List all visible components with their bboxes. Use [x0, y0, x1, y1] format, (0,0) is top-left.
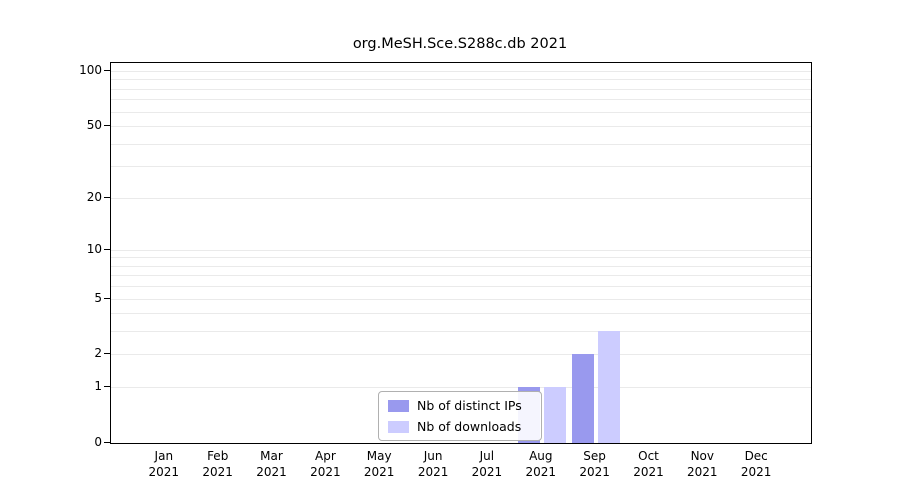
y-tick-label-1: 1	[94, 379, 102, 394]
y-tick-mark-10	[104, 248, 110, 250]
bar-downloads-sep	[597, 331, 620, 443]
y-tick-mark-0	[104, 442, 110, 443]
y-tick-label-0: 0	[94, 435, 102, 449]
gridline	[111, 387, 811, 389]
bar-distinct-ips-sep	[571, 354, 594, 443]
x-tick-label-sep: Sep 2021	[579, 449, 610, 479]
gridline	[111, 298, 811, 300]
legend-item-downloads: Nb of downloads	[388, 419, 532, 434]
gridline	[111, 286, 811, 288]
y-tick-mark-100	[104, 70, 110, 71]
gridline	[111, 126, 811, 128]
gridline	[111, 275, 811, 277]
y-tick-label-20: 20	[86, 189, 102, 204]
x-tick-label-mar: Mar 2021	[256, 449, 287, 479]
chart-title: org.MeSH.Sce.S288c.db 2021	[352, 36, 568, 52]
x-tick-label-apr: Apr 2021	[310, 449, 341, 479]
x-tick-label-feb: Feb 2021	[202, 449, 233, 479]
gridline	[111, 79, 811, 81]
gridline	[111, 166, 811, 168]
y-tick-mark-20	[104, 196, 110, 198]
y-tick-label-2: 2	[94, 346, 102, 361]
gridline	[111, 257, 811, 259]
y-tick-label-50: 50	[86, 118, 102, 133]
gridline	[111, 331, 811, 333]
y-tick-label-100: 100	[79, 63, 102, 77]
x-tick-label-aug: Aug 2021	[525, 449, 557, 479]
gridline	[111, 265, 811, 267]
legend: Nb of distinct IPs Nb of downloads	[378, 391, 542, 441]
legend-label-downloads: Nb of downloads	[417, 419, 522, 434]
gridline	[111, 354, 811, 356]
x-tick-label-jul: Jul 2021	[471, 449, 503, 479]
gridline	[111, 249, 811, 251]
y-tick-mark-2	[104, 353, 110, 355]
x-tick-label-jun: Jun 2021	[417, 449, 449, 479]
x-tick-label-dec: Dec 2021	[740, 449, 772, 479]
legend-item-distinct-ips: Nb of distinct IPs	[388, 398, 532, 413]
y-tick-mark-5	[104, 297, 110, 299]
gridline	[111, 71, 811, 72]
x-tick-label-nov: Nov 2021	[687, 449, 718, 479]
gridline	[111, 197, 811, 199]
x-tick-label-may: May 2021	[363, 449, 395, 479]
gridline	[111, 88, 811, 90]
bar-downloads-aug	[543, 387, 566, 443]
y-tick-label-10: 10	[86, 241, 102, 256]
legend-swatch-downloads	[388, 420, 409, 433]
y-tick-label-5: 5	[94, 290, 102, 305]
x-tick-label-oct: Oct 2021	[633, 449, 664, 479]
gridline	[111, 111, 811, 113]
plot-area	[110, 62, 812, 444]
gridline	[111, 99, 811, 101]
gridline	[111, 313, 811, 315]
legend-label-distinct-ips: Nb of distinct IPs	[417, 398, 522, 413]
y-tick-mark-50	[104, 125, 110, 127]
x-tick-label-jan: Jan 2021	[148, 449, 180, 479]
y-tick-mark-1	[104, 386, 110, 388]
legend-swatch-distinct-ips	[388, 399, 409, 412]
gridline	[111, 143, 811, 145]
